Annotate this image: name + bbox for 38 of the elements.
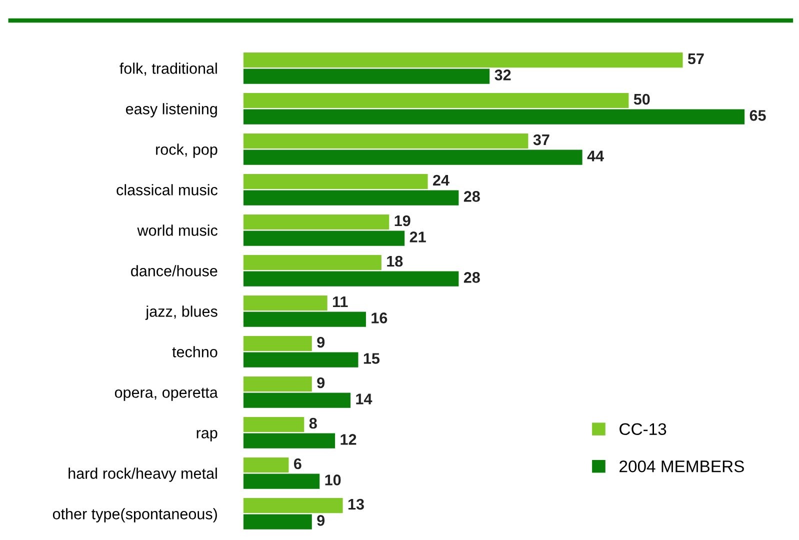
data-label: 9 xyxy=(317,336,325,348)
y-tick-label: easy listening xyxy=(126,103,217,118)
data-label: 16 xyxy=(372,312,388,324)
y-tick-label: classical music xyxy=(116,184,218,196)
data-label: 12 xyxy=(340,434,356,445)
y-tick-label: rap xyxy=(196,430,218,442)
data-label: 19 xyxy=(394,215,410,226)
data-label: 50 xyxy=(634,94,650,105)
data-label: 65 xyxy=(750,110,766,121)
data-label: 14 xyxy=(356,394,372,404)
y-tick-label: jazz, blues xyxy=(145,306,218,320)
data-label: 44 xyxy=(587,150,604,162)
legend-label: CC-13 xyxy=(620,423,666,436)
data-label: 18 xyxy=(387,256,403,267)
data-label: 6 xyxy=(294,458,302,470)
data-label: 32 xyxy=(494,70,511,80)
data-label: 28 xyxy=(464,272,480,283)
data-label: 8 xyxy=(309,418,317,429)
y-tick-label: folk, traditional xyxy=(120,62,217,76)
y-tick-label: techno xyxy=(172,346,218,358)
y-tick-label: hard rock/heavy metal xyxy=(68,468,217,482)
data-label: 13 xyxy=(348,498,364,510)
data-label: 57 xyxy=(688,54,704,64)
data-label: 21 xyxy=(410,232,426,242)
data-label: 10 xyxy=(325,474,341,486)
data-label: 9 xyxy=(317,377,325,388)
data-label: 28 xyxy=(464,191,480,202)
legend-label: 2004 MEMBERS xyxy=(620,460,744,472)
data-label: 24 xyxy=(433,174,450,186)
data-label: 37 xyxy=(533,134,550,146)
y-tick-label: dance/house xyxy=(131,265,218,276)
y-tick-label: opera, operetta xyxy=(114,388,218,401)
y-tick-label: rock, pop xyxy=(156,144,218,158)
data-label: 15 xyxy=(364,353,380,364)
y-tick-label: world music xyxy=(137,224,218,236)
data-label: 11 xyxy=(333,296,348,308)
data-label: 9 xyxy=(317,515,325,526)
y-tick-label: other type(spontaneous) xyxy=(52,508,217,522)
